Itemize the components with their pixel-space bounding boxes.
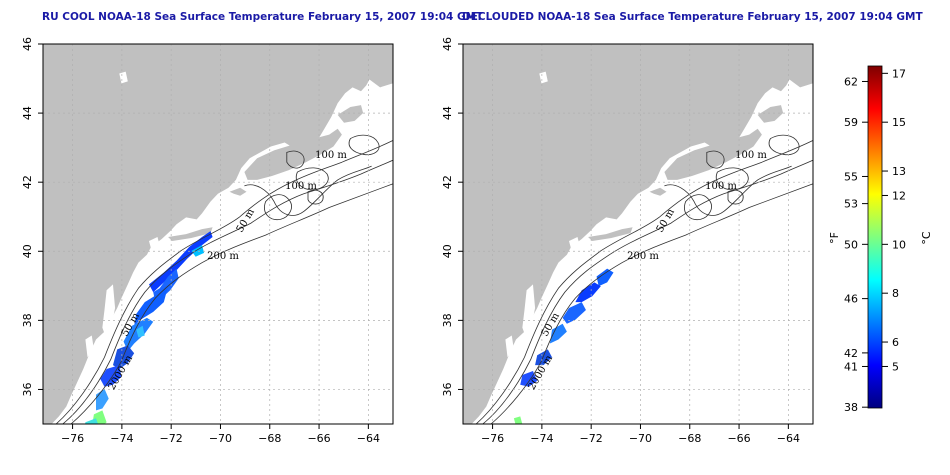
colorbar-f-label: 62	[844, 75, 858, 88]
colorbar-f-label: 46	[844, 293, 858, 306]
colorbar-f-label: 38	[844, 401, 858, 414]
x-tick-label: −68	[678, 432, 701, 445]
colorbar-c-label: 13	[892, 165, 906, 178]
x-tick-label: −72	[580, 432, 603, 445]
x-tick-label: −76	[61, 432, 84, 445]
fahrenheit-label: °F	[828, 232, 841, 244]
colorbar-f-label: 55	[844, 170, 858, 183]
celsius-label: °C	[920, 231, 933, 245]
y-tick-label: 42	[21, 175, 34, 189]
y-tick-label: 38	[441, 313, 454, 327]
left-map-title: RU COOL NOAA-18 Sea Surface Temperature …	[42, 11, 484, 23]
y-tick-label: 44	[21, 106, 34, 120]
lat-lon-grid-left	[43, 44, 393, 424]
y-tick-label: 46	[441, 37, 454, 51]
y-tick-label: 40	[441, 244, 454, 258]
x-tick-label: −72	[160, 432, 183, 445]
right-map-title: DECLOUDED NOAA-18 Sea Surface Temperatur…	[462, 11, 923, 23]
left-map-panel: −76 −74 −72 −70 −68 −66 −64 36 38 40 42 44 46 100 m 1…	[21, 37, 394, 445]
colorbar-c-label: 17	[892, 67, 906, 80]
y-tick-label: 36	[441, 382, 454, 396]
colorbar-gradient	[867, 65, 883, 409]
x-tick-label: −70	[209, 432, 232, 445]
y-tick-label: 42	[441, 175, 454, 189]
y-tick-label: 38	[21, 313, 34, 327]
lat-lon-grid-right	[463, 44, 813, 424]
colorbar-c-label: 5	[892, 360, 899, 373]
x-tick-label: −74	[530, 432, 553, 445]
x-tick-label: −66	[307, 432, 330, 445]
colorbar-c-label: 6	[892, 336, 899, 349]
x-tick-label: −70	[629, 432, 652, 445]
x-tick-label: −76	[481, 432, 504, 445]
x-tick-label: −64	[777, 432, 800, 445]
y-tick-label: 44	[441, 106, 454, 120]
map-frame-left	[42, 43, 394, 425]
contour-label: 200 m	[627, 251, 659, 262]
colorbar-f-label: 53	[844, 198, 858, 211]
contour-label: 100 m	[705, 181, 737, 192]
colorbar-f-label: 50	[844, 238, 858, 251]
x-tick-label: −74	[110, 432, 133, 445]
land-mass	[43, 44, 393, 424]
right-map-panel: −76 −74 −72 −70 −68 −66 −64 36 38 40 42 44 46 100 m 1…	[441, 37, 814, 445]
colorbar-f-label: 59	[844, 116, 858, 129]
contour-label: 50 m	[655, 207, 677, 235]
colorbar-f-label: 42	[844, 347, 858, 360]
colorbar-c-label: 15	[892, 116, 906, 129]
x-tick-label: −68	[258, 432, 281, 445]
y-tick-label: 40	[21, 244, 34, 258]
x-tick-label: −64	[357, 432, 380, 445]
map-frame-right	[462, 43, 814, 425]
colorbar-c-label: 10	[892, 238, 906, 251]
land-mass	[463, 44, 813, 424]
colorbar-f-label: 41	[844, 360, 858, 373]
contour-label: 50 m	[235, 207, 257, 235]
contour-label: 100 m	[315, 150, 347, 161]
y-tick-label: 36	[21, 382, 34, 396]
contour-label: 100 m	[285, 181, 317, 192]
contour-label: 100 m	[735, 150, 767, 161]
colorbar-c-label: 8	[892, 287, 899, 300]
colorbar-c-label: 12	[892, 189, 906, 202]
y-tick-label: 46	[21, 37, 34, 51]
contour-label: 200 m	[207, 251, 239, 262]
x-tick-label: −66	[727, 432, 750, 445]
